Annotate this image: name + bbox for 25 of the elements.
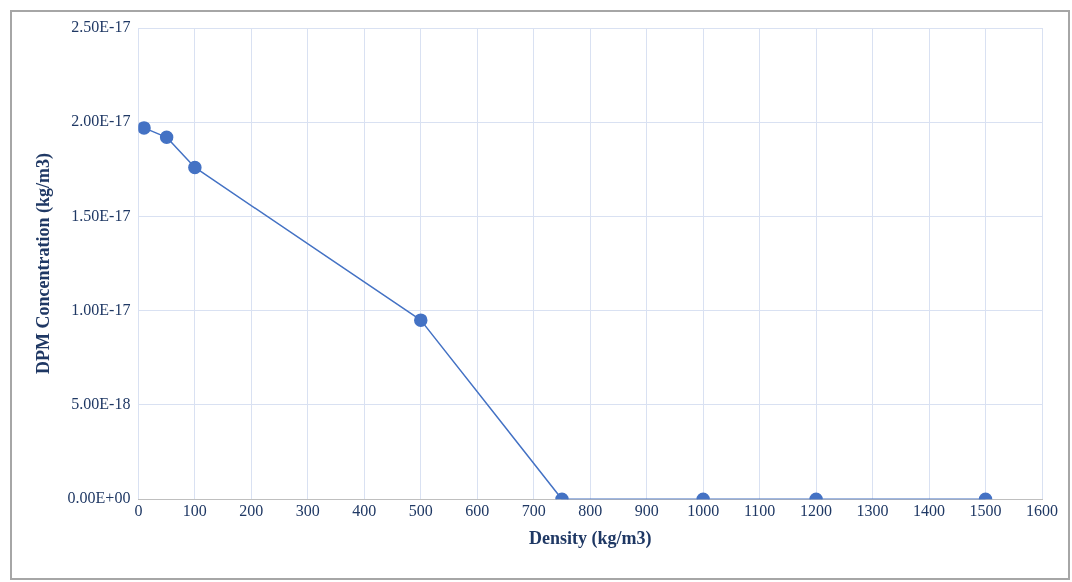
x-axis-title: Density (kg/m3) [528,527,652,549]
x-tick-label: 1400 [913,502,946,519]
x-tick-label: 600 [465,502,490,519]
y-tick-label: 2.00E-17 [71,112,131,130]
y-tick-label: 1.00E-17 [71,300,131,318]
y-tick-label: 5.00E-18 [71,395,131,413]
y-axis-title: DPM Concentration (kg/m3) [33,153,55,375]
x-tick-label: 1600 [1026,502,1058,519]
x-tick-label: 100 [182,502,207,519]
x-tick-label: 1100 [743,502,776,519]
x-tick-label: 400 [352,502,377,519]
x-tick-label: 1300 [856,502,889,519]
y-tick-label: 2.50E-17 [71,18,131,36]
x-tick-label: 1000 [687,502,720,519]
x-tick-label: 900 [634,502,659,519]
x-tick-label: 1200 [800,502,833,519]
y-tick-label: 1.50E-17 [71,206,131,224]
y-tick-label: 0.00E+00 [67,489,131,507]
x-tick-label: 0 [134,502,143,519]
x-tick-label: 1500 [969,502,1002,519]
x-tick-label: 700 [521,502,546,519]
x-tick-label: 500 [408,502,433,519]
x-tick-label: 300 [295,502,320,519]
x-tick-label: 800 [578,502,603,519]
x-tick-label: 200 [239,502,264,519]
